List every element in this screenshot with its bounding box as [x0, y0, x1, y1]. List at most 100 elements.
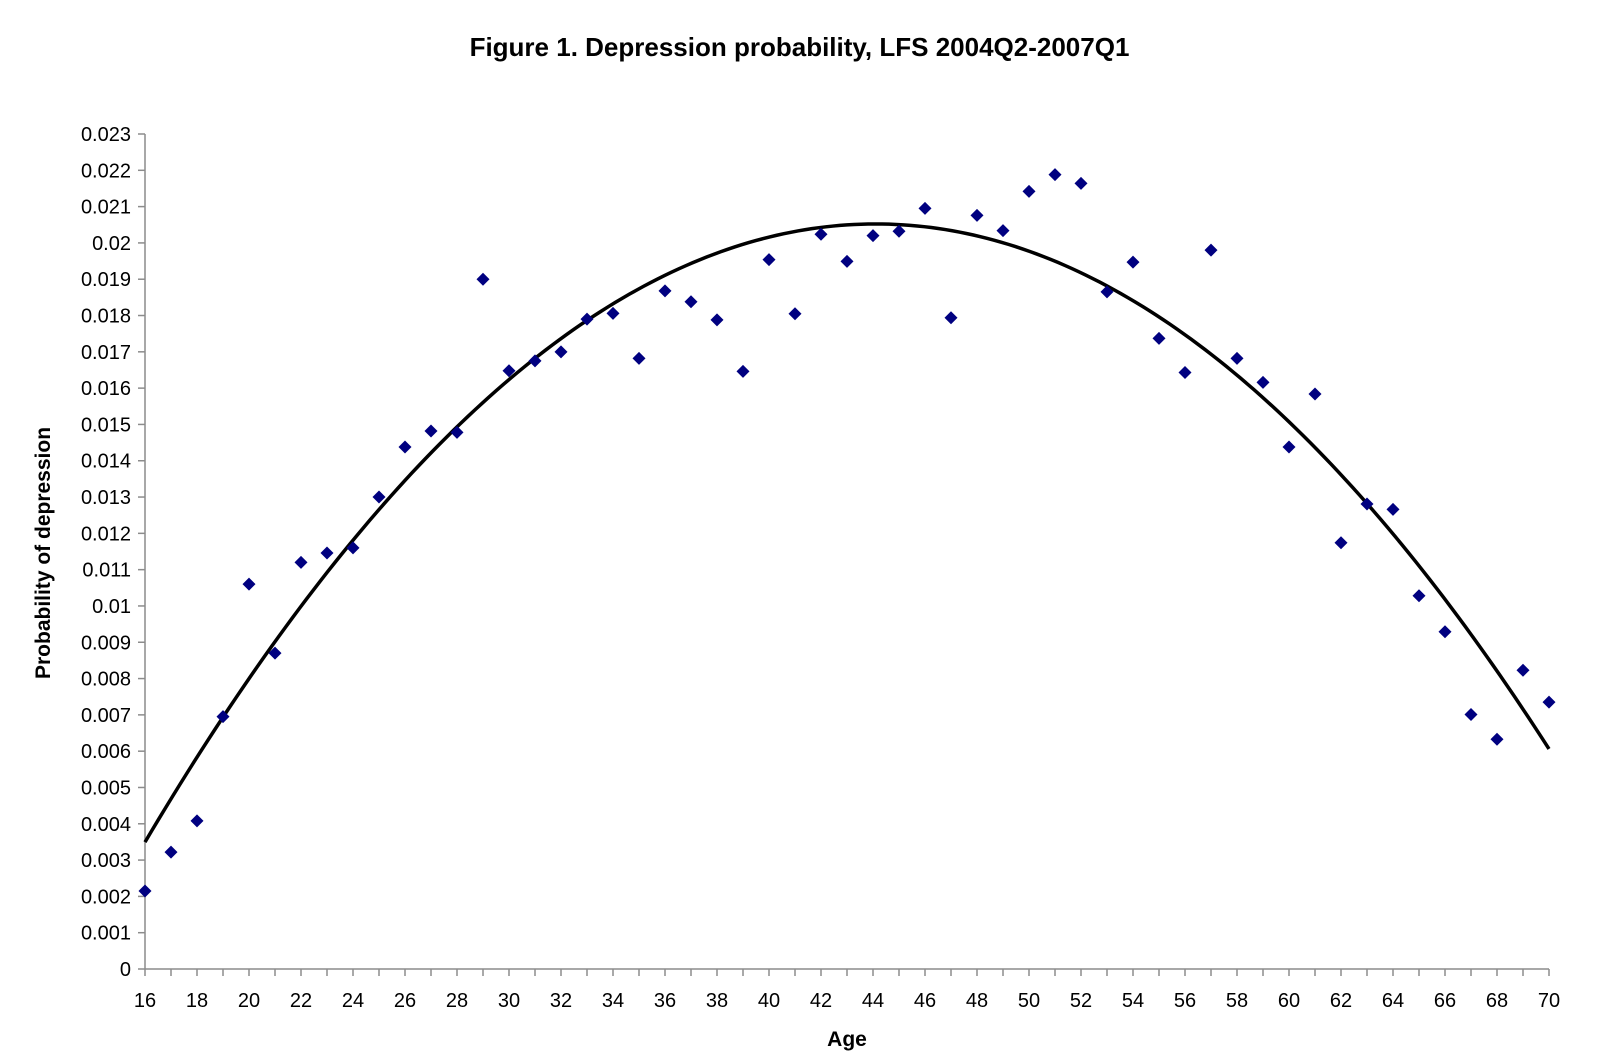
data-point — [762, 253, 776, 267]
data-point — [1230, 351, 1244, 365]
x-tick-label: 54 — [1122, 990, 1144, 1012]
y-tick-label: 0.022 — [81, 160, 131, 182]
data-point — [580, 312, 594, 326]
data-point — [996, 224, 1010, 238]
x-tick-label: 32 — [550, 990, 572, 1012]
x-tick-label: 36 — [654, 990, 676, 1012]
data-point — [1048, 168, 1062, 182]
x-tick-label: 68 — [1486, 990, 1508, 1012]
data-point — [1308, 387, 1322, 401]
x-tick-label: 56 — [1174, 990, 1196, 1012]
data-point — [398, 440, 412, 454]
x-tick-label: 70 — [1538, 990, 1560, 1012]
y-tick-label: 0.017 — [81, 342, 131, 364]
data-point — [1100, 285, 1114, 299]
x-tick-label: 22 — [290, 990, 312, 1012]
data-point — [684, 295, 698, 309]
y-tick-label: 0.015 — [81, 414, 131, 436]
data-point — [606, 306, 620, 320]
data-point — [1178, 366, 1192, 380]
data-point — [970, 208, 984, 222]
y-tick-label: 0.002 — [81, 886, 131, 908]
data-point — [372, 490, 386, 504]
data-point — [1282, 440, 1296, 454]
x-tick-label: 16 — [134, 990, 156, 1012]
y-tick-label: 0.003 — [81, 850, 131, 872]
x-tick-label: 66 — [1434, 990, 1456, 1012]
x-tick-label: 34 — [602, 990, 624, 1012]
x-tick-label: 58 — [1226, 990, 1248, 1012]
data-point — [944, 311, 958, 325]
data-point — [1412, 589, 1426, 603]
x-tick-label: 64 — [1382, 990, 1404, 1012]
data-point — [1074, 176, 1088, 190]
y-tick-label: 0.016 — [81, 378, 131, 400]
data-point — [736, 364, 750, 378]
data-point — [1204, 243, 1218, 257]
y-tick-label: 0.008 — [81, 669, 131, 691]
data-point — [658, 284, 672, 298]
x-tick-label: 46 — [914, 990, 936, 1012]
data-point — [1386, 502, 1400, 516]
data-point — [1516, 663, 1530, 677]
data-point — [450, 425, 464, 439]
axes: 0 0.001 0.002 0.003 0.004 0.005 0.006 0.007 0.00… — [81, 124, 1560, 1012]
x-tick-label: 52 — [1070, 990, 1092, 1012]
data-point — [1542, 695, 1556, 709]
y-tick-label: 0 — [120, 959, 131, 981]
data-point — [710, 313, 724, 327]
trendline — [143, 222, 1551, 843]
data-point — [1334, 536, 1348, 550]
x-tick-label: 40 — [758, 990, 780, 1012]
data-point — [554, 345, 568, 359]
data-point — [476, 272, 490, 286]
data-point — [1464, 708, 1478, 722]
data-point — [320, 546, 334, 560]
x-tick-label: 60 — [1278, 990, 1300, 1012]
x-tick-label: 26 — [394, 990, 416, 1012]
data-point — [346, 541, 360, 555]
x-tick-label: 18 — [186, 990, 208, 1012]
data-point — [632, 351, 646, 365]
data-point — [424, 424, 438, 438]
y-tick-label: 0.01 — [92, 596, 131, 618]
x-tick-label: 48 — [966, 990, 988, 1012]
data-point — [918, 201, 932, 215]
y-axis-label: Probability of depression — [32, 427, 55, 679]
y-tick-label: 0.012 — [81, 523, 131, 545]
x-tick-label: 44 — [862, 990, 884, 1012]
x-tick-label: 42 — [810, 990, 832, 1012]
x-tick-label: 38 — [706, 990, 728, 1012]
data-point — [1256, 375, 1270, 389]
data-point — [528, 354, 542, 368]
points-layer — [138, 168, 1556, 898]
y-tick-label: 0.004 — [81, 814, 131, 836]
data-point — [216, 710, 230, 724]
y-tick-label: 0.007 — [81, 705, 131, 727]
data-point — [1126, 255, 1140, 269]
data-point — [164, 845, 178, 859]
y-tick-label: 0.006 — [81, 741, 131, 763]
data-point — [1438, 625, 1452, 639]
x-tick-label: 50 — [1018, 990, 1040, 1012]
y-tick-label: 0.02 — [92, 233, 131, 255]
y-tick-label: 0.023 — [81, 124, 131, 146]
data-point — [294, 555, 308, 569]
x-tick-label: 28 — [446, 990, 468, 1012]
data-point — [1360, 497, 1374, 511]
data-point — [138, 884, 152, 898]
data-point — [814, 227, 828, 241]
x-tick-label: 30 — [498, 990, 520, 1012]
x-tick-label: 24 — [342, 990, 364, 1012]
data-point — [840, 254, 854, 268]
y-tick-label: 0.018 — [81, 306, 131, 328]
x-axis-label: Age — [827, 1028, 867, 1051]
trendline-layer — [143, 222, 1551, 843]
data-point — [892, 224, 906, 238]
x-tick-label: 62 — [1330, 990, 1352, 1012]
y-tick-label: 0.011 — [82, 560, 131, 582]
y-tick-label: 0.001 — [81, 923, 131, 945]
data-point — [502, 364, 516, 378]
data-point — [1152, 331, 1166, 345]
